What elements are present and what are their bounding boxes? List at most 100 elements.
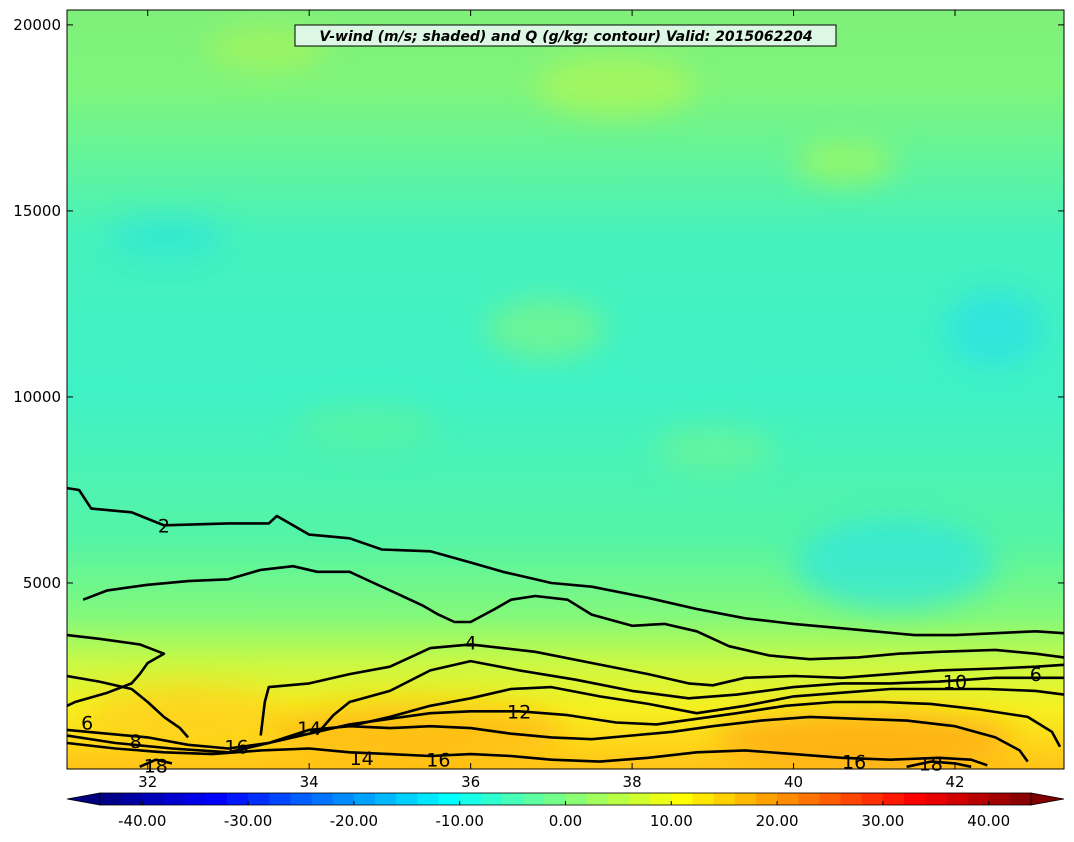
x-tick-label: 42 bbox=[945, 773, 964, 791]
colorbar-segment bbox=[671, 793, 693, 805]
shading-patch bbox=[944, 290, 1045, 367]
colorbar-segment bbox=[121, 793, 143, 805]
colorbar-segment bbox=[840, 793, 863, 805]
colorbar-segment bbox=[502, 793, 524, 805]
x-tick-label: 32 bbox=[138, 773, 157, 791]
shading-patch bbox=[86, 685, 287, 747]
shading-patch bbox=[794, 518, 995, 610]
colorbar-segment bbox=[819, 793, 842, 805]
x-tick-label: 34 bbox=[300, 773, 319, 791]
colorbar-segment bbox=[480, 793, 503, 805]
contour-line-18 bbox=[139, 758, 173, 768]
shading-patch bbox=[266, 700, 566, 762]
colorbar-segment bbox=[607, 793, 630, 805]
colorbar-segment bbox=[734, 793, 757, 805]
contour-label: 16 bbox=[842, 752, 866, 774]
colorbar-tick-label: -30.00 bbox=[224, 812, 272, 830]
contour-label: 6 bbox=[1030, 664, 1042, 686]
colorbar-segment bbox=[544, 793, 566, 805]
contour-label: 6 bbox=[81, 712, 93, 734]
y-tick-label: 10000 bbox=[13, 388, 61, 406]
colorbar-segment bbox=[353, 793, 376, 805]
contour-label: 14 bbox=[297, 718, 321, 740]
colorbar-segment bbox=[777, 793, 799, 805]
colorbar-extend-high bbox=[1030, 792, 1065, 806]
colorbar-segment bbox=[459, 793, 482, 805]
contour-line-16 bbox=[67, 741, 988, 767]
contour-line-8 bbox=[316, 659, 1064, 735]
contour-label: 16 bbox=[426, 750, 450, 772]
colorbar-segment bbox=[142, 793, 164, 805]
colorbar-segment bbox=[163, 793, 186, 805]
colorbar-segment bbox=[946, 793, 969, 805]
contour-line-2 bbox=[67, 486, 1064, 637]
colorbar-extend-low bbox=[66, 792, 101, 806]
x-tick-label: 40 bbox=[784, 773, 803, 791]
colorbar-segment bbox=[100, 793, 122, 805]
shading-patch bbox=[655, 427, 775, 473]
contour-line-8 bbox=[67, 674, 190, 739]
contour-line-14 bbox=[67, 715, 1029, 763]
y-tick-label: 15000 bbox=[13, 202, 61, 220]
colorbar-tick-label: 0.00 bbox=[549, 812, 582, 830]
contour-label: 18 bbox=[919, 753, 943, 775]
x-tick-label: 38 bbox=[623, 773, 642, 791]
contour-label: 4 bbox=[465, 633, 477, 655]
contour-line-18 bbox=[906, 760, 972, 769]
chart-title: V-wind (m/s; shaded) and Q (g/kg; contou… bbox=[319, 29, 812, 45]
colorbar-segment bbox=[586, 793, 609, 805]
colorbar-segment bbox=[184, 793, 207, 805]
colorbar-segment bbox=[755, 793, 778, 805]
shading-patch bbox=[296, 404, 436, 451]
colorbar-segment bbox=[988, 793, 1011, 805]
contour-line-6 bbox=[67, 633, 166, 707]
colorbar-tick-label: -10.00 bbox=[436, 812, 484, 830]
colorbar-segment bbox=[396, 793, 418, 805]
colorbar-segment bbox=[269, 793, 291, 805]
colorbar-tick-label: 30.00 bbox=[861, 812, 904, 830]
colorbar-segment bbox=[861, 793, 884, 805]
contour-line-12 bbox=[67, 700, 1062, 750]
colorbar-tick-label: 10.00 bbox=[650, 812, 693, 830]
shading-patch bbox=[106, 214, 227, 261]
colorbar-tick-label: 20.00 bbox=[756, 812, 799, 830]
colorbar-segment bbox=[248, 793, 270, 805]
colorbar-segment bbox=[438, 793, 461, 805]
contour-label: 2 bbox=[158, 515, 170, 537]
colorbar-segment bbox=[523, 793, 545, 805]
contour-line-4 bbox=[82, 564, 1064, 661]
y-tick-label: 20000 bbox=[13, 16, 61, 34]
colorbar-segment bbox=[375, 793, 397, 805]
colorbar-segment bbox=[1009, 793, 1032, 805]
x-tick-label: 36 bbox=[461, 773, 480, 791]
colorbar-segment bbox=[904, 793, 926, 805]
colorbar-segment bbox=[226, 793, 249, 805]
colorbar-segment bbox=[311, 793, 334, 805]
shading-patch bbox=[485, 298, 606, 360]
colorbar-segment bbox=[882, 793, 905, 805]
contour-label: 12 bbox=[507, 701, 531, 723]
colorbar-tick-label: 40.00 bbox=[967, 812, 1010, 830]
colorbar-segment bbox=[332, 793, 355, 805]
shading-patch bbox=[794, 139, 895, 185]
colorbar-segment bbox=[692, 793, 715, 805]
contour-label: 10 bbox=[943, 672, 967, 694]
colorbar-segment bbox=[925, 793, 947, 805]
colorbar-segment bbox=[565, 793, 588, 805]
contour-label: 8 bbox=[130, 731, 142, 753]
colorbar: -40.00 -30.00 -20.00 -10.00 0.00 10.00 20.00 30… bbox=[66, 792, 1065, 830]
plot-frame bbox=[66, 9, 1065, 770]
colorbar-segment bbox=[628, 793, 651, 805]
contour-line-10 bbox=[349, 685, 1064, 728]
contour-line-6 bbox=[259, 643, 1064, 736]
shaded-field bbox=[67, 10, 1064, 769]
title-box: V-wind (m/s; shaded) and Q (g/kg; contou… bbox=[294, 24, 837, 47]
contour-lines bbox=[67, 486, 1064, 769]
colorbar-segment bbox=[967, 793, 990, 805]
y-tick-label: 5000 bbox=[23, 574, 61, 592]
colorbar-tick-label: -40.00 bbox=[118, 812, 166, 830]
contour-label: 18 bbox=[144, 755, 168, 777]
